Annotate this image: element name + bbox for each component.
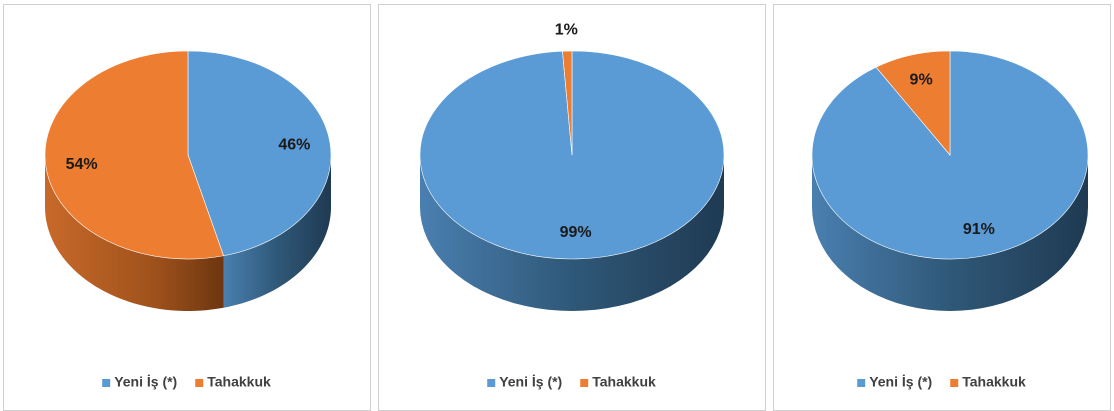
pie-slice: [44, 50, 224, 260]
pie-slice: [187, 50, 332, 257]
pie-side: [45, 155, 224, 311]
legend-label: Tahakkuk: [207, 374, 271, 390]
pie-side: [420, 155, 724, 311]
legend-swatch: [857, 379, 866, 387]
pie-slice: [562, 50, 573, 156]
pie-slice: [875, 50, 951, 156]
data-label: 54%: [66, 156, 98, 173]
data-label: 46%: [278, 136, 310, 153]
data-label: 1%: [555, 21, 578, 38]
legend-swatch: [487, 379, 496, 387]
legend-swatch: [950, 379, 959, 387]
legend-swatch: [580, 379, 589, 387]
legend-swatch: [195, 379, 204, 387]
pie-side: [223, 155, 331, 308]
data-label: 91%: [963, 221, 995, 238]
legend-label: Yeni İş (*): [114, 374, 177, 390]
legend-label: Yeni İş (*): [869, 374, 932, 390]
legend-swatch: [102, 379, 111, 387]
data-label: 99%: [560, 224, 592, 241]
data-label: 9%: [910, 71, 933, 88]
legend-label: Tahakkuk: [962, 374, 1026, 390]
legend-label: Yeni İş (*): [499, 374, 562, 390]
legend-label: Tahakkuk: [592, 374, 656, 390]
pie-side: [812, 155, 1088, 311]
pie-slice: [811, 50, 1089, 260]
